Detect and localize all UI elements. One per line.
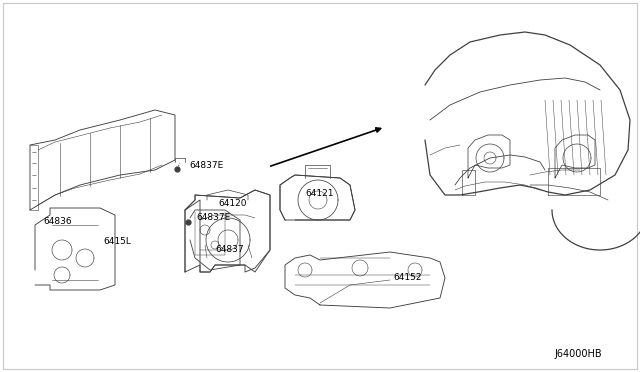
Text: 64837: 64837	[215, 246, 244, 254]
Text: 64837E: 64837E	[189, 160, 223, 170]
Text: 64121: 64121	[305, 189, 333, 198]
Text: 64836: 64836	[43, 218, 72, 227]
Text: 6415L: 6415L	[103, 237, 131, 247]
Text: 64837E: 64837E	[196, 212, 230, 221]
Text: 64152: 64152	[393, 273, 422, 282]
Text: 64120: 64120	[218, 199, 246, 208]
Text: J64000HB: J64000HB	[554, 349, 602, 359]
